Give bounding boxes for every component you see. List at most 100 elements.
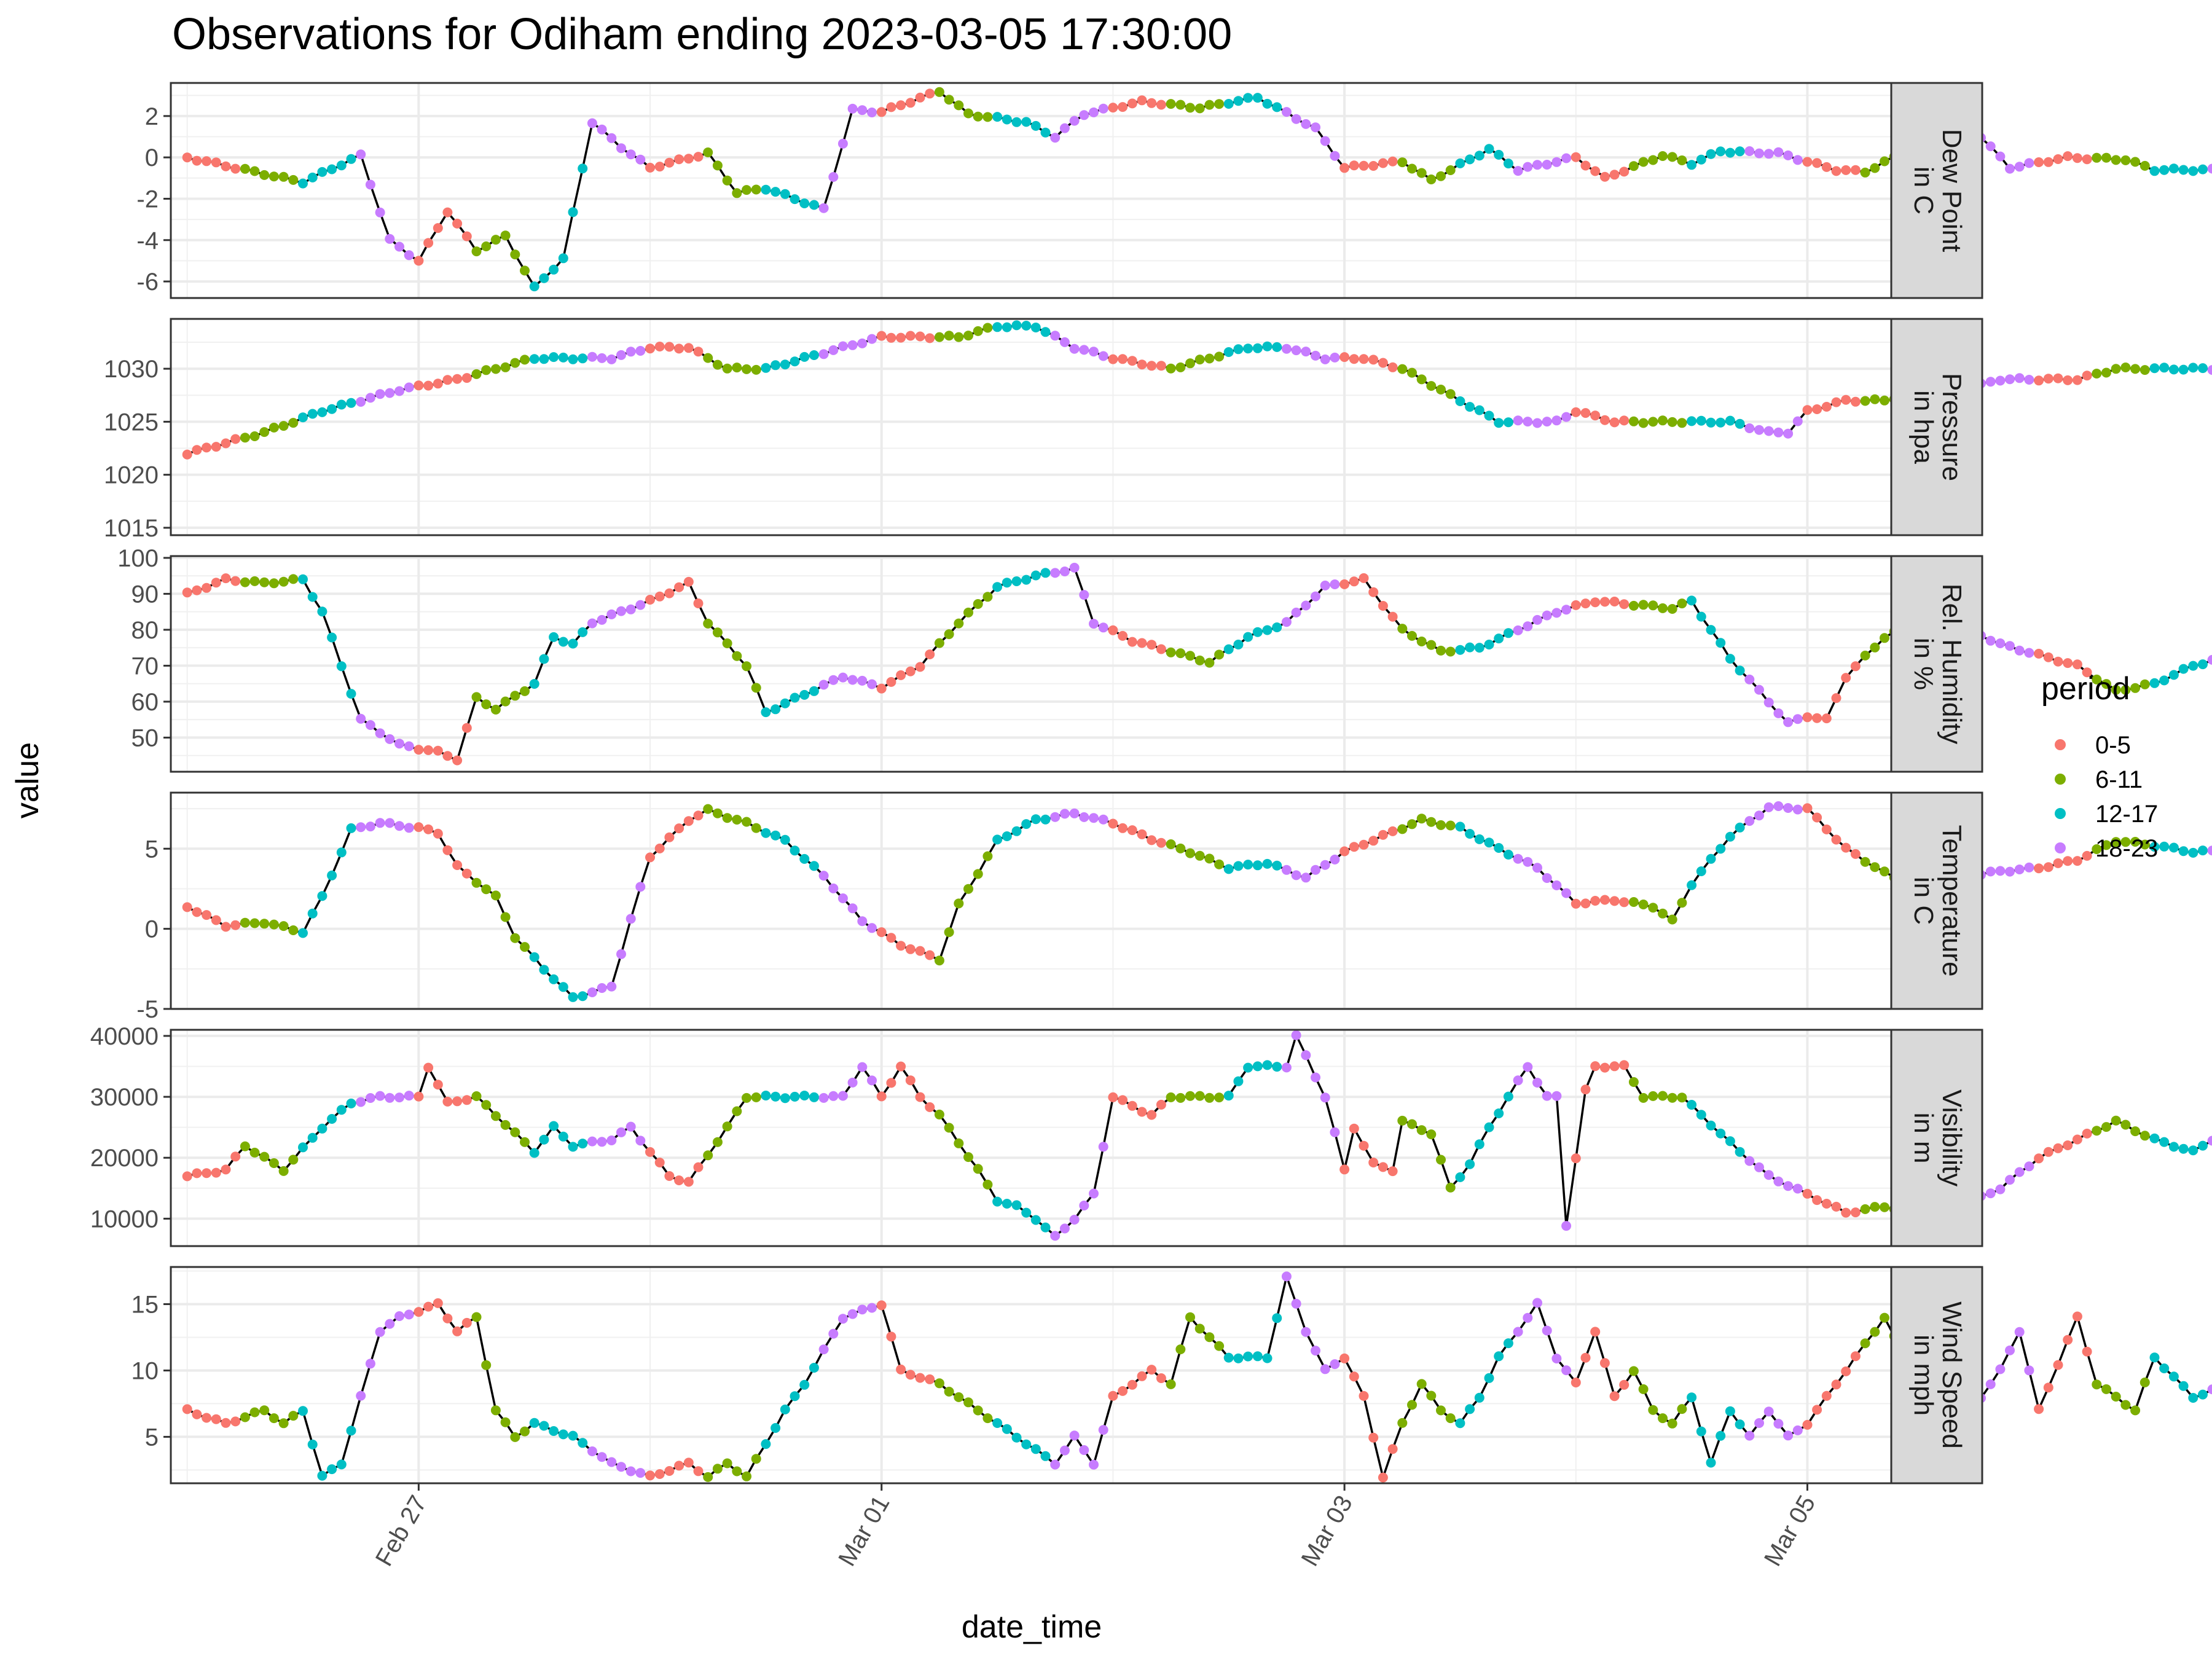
data-point [2063, 856, 2073, 866]
data-point [423, 238, 434, 248]
data-point [317, 1470, 327, 1481]
data-point [1687, 416, 1697, 426]
data-point [1648, 1091, 1658, 1101]
data-point [558, 1131, 568, 1142]
data-point [1359, 1140, 1369, 1151]
data-point [1175, 1092, 1186, 1103]
data-point [1272, 622, 1282, 632]
data-point [934, 1109, 944, 1120]
data-point [1301, 600, 1311, 611]
data-point [259, 427, 270, 437]
data-point [423, 1301, 434, 1312]
data-point [442, 1096, 453, 1107]
data-point [2005, 1345, 2015, 1355]
data-point [1677, 898, 1687, 908]
data-point [1368, 1158, 1379, 1167]
data-point [1860, 650, 1870, 661]
data-point [982, 1413, 993, 1424]
data-point [2014, 373, 2025, 383]
data-point [1223, 864, 1234, 874]
data-point [356, 149, 366, 160]
data-point [886, 332, 896, 343]
data-point [211, 915, 221, 925]
data-point [2082, 1346, 2092, 1357]
data-point [1783, 428, 1794, 439]
data-point [876, 331, 887, 341]
data-point [1262, 341, 1273, 351]
data-point [1850, 849, 1861, 859]
data-point [182, 1171, 192, 1182]
data-point [1802, 1419, 1813, 1430]
data-point [654, 591, 665, 602]
data-point [568, 638, 578, 649]
data-point [510, 1127, 520, 1137]
data-point [2024, 158, 2034, 168]
data-point [1831, 834, 1841, 845]
data-point [1744, 423, 1755, 433]
data-point [1127, 637, 1137, 647]
data-point [1870, 642, 1880, 653]
data-point [1098, 1142, 1108, 1152]
data-point [799, 1091, 810, 1100]
data-point [799, 689, 810, 700]
data-point [693, 347, 704, 357]
data-point [1166, 363, 1176, 374]
data-point [385, 1092, 395, 1103]
data-point [356, 397, 366, 407]
data-point [1108, 1390, 1118, 1401]
data-point [1252, 1351, 1263, 1362]
data-point [1272, 1062, 1282, 1072]
data-point [1185, 358, 1195, 369]
facet-strip [1890, 82, 1983, 299]
data-point [1127, 825, 1137, 836]
data-point [1841, 165, 1851, 175]
data-point [1619, 897, 1630, 908]
data-point [2188, 847, 2198, 858]
data-point [2005, 374, 2015, 385]
data-point [809, 686, 819, 696]
data-point [1494, 1108, 1504, 1118]
data-point [1513, 1327, 1523, 1337]
data-point [336, 399, 347, 410]
data-point [2159, 675, 2170, 686]
data-point [1079, 345, 1089, 355]
data-point [2043, 652, 2053, 662]
data-point [500, 696, 511, 707]
data-point [578, 1139, 588, 1149]
data-point [346, 1426, 356, 1436]
data-point [269, 578, 279, 589]
data-point [433, 745, 443, 756]
data-point [905, 1075, 916, 1086]
data-point [1667, 604, 1677, 614]
data-point [1667, 417, 1677, 427]
data-point [1494, 418, 1504, 428]
data-point [1580, 160, 1591, 171]
data-point [1349, 354, 1359, 364]
data-point [1416, 637, 1427, 646]
data-point [1320, 860, 1330, 870]
data-point [1204, 100, 1215, 110]
data-point [240, 433, 250, 443]
data-point [1561, 888, 1572, 898]
data-point [2198, 845, 2208, 856]
data-point [1262, 1353, 1273, 1363]
data-point [664, 157, 675, 168]
data-point [1523, 1062, 1533, 1072]
data-point [982, 851, 993, 861]
panel-pressure: 1030 1025 1020 1015 Pressurein hpa [104, 318, 2212, 542]
data-point [182, 1404, 192, 1414]
data-point [356, 713, 366, 724]
data-point [1638, 157, 1649, 167]
data-point [259, 1151, 270, 1162]
data-point [2053, 1143, 2063, 1153]
data-point [471, 1091, 482, 1101]
data-point [1860, 1338, 1870, 1349]
data-point [828, 675, 839, 685]
data-point [1311, 1346, 1320, 1356]
data-point [703, 1150, 713, 1161]
data-point [2149, 363, 2160, 374]
data-point [1436, 385, 1446, 394]
data-point [1011, 117, 1022, 127]
data-point [1599, 415, 1610, 425]
data-point [1040, 568, 1051, 578]
